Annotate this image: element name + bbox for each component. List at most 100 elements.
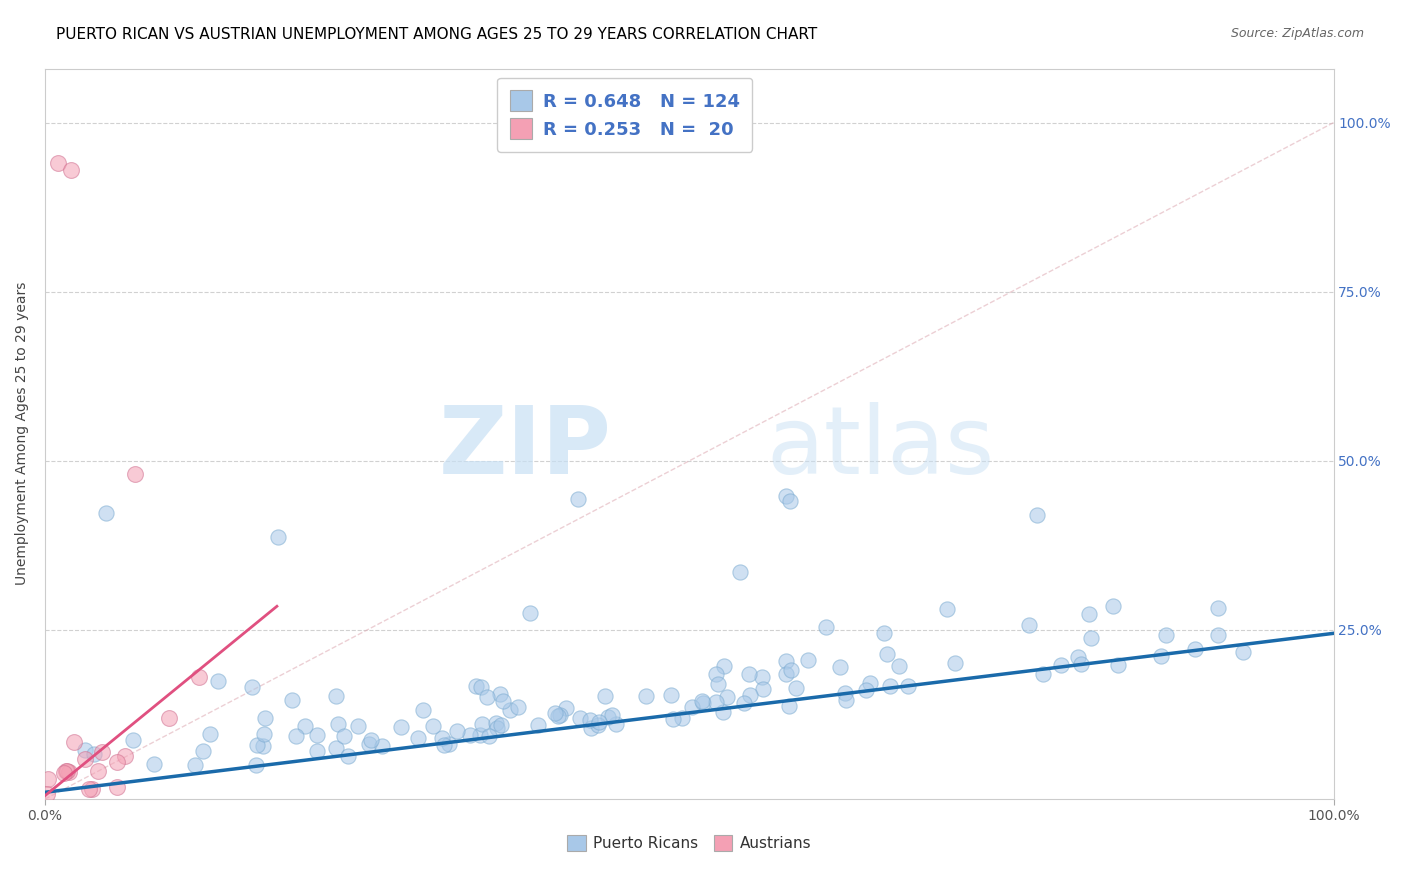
Point [704,666,727,681]
Text: PUERTO RICAN VS AUSTRIAN UNEMPLOYMENT AMONG AGES 25 TO 29 YEARS CORRELATION CHAR: PUERTO RICAN VS AUSTRIAN UNEMPLOYMENT AM… [56,27,817,42]
Point [73,743,96,757]
Point [433,738,456,752]
Point [305,744,328,758]
Point [52,766,75,780]
Point [543,706,565,720]
Point [446,724,468,739]
Point [873,626,896,640]
Point [797,652,820,666]
Point [593,689,616,703]
Point [1049,657,1071,672]
Point [1208,628,1230,642]
Point [1067,650,1090,665]
Point [780,663,803,677]
Y-axis label: Unemployment Among Ages 25 to 29 years: Unemployment Among Ages 25 to 29 years [15,282,30,585]
Point [1077,607,1099,621]
Point [422,719,444,733]
Point [579,713,602,727]
Point [325,740,347,755]
Point [547,708,569,723]
Point [184,758,207,772]
Point [357,737,380,751]
Point [266,530,288,544]
Point [634,689,657,703]
Point [105,755,128,769]
Point [785,681,807,696]
Point [105,780,128,794]
Point [828,660,851,674]
Point [124,467,146,482]
Text: atlas: atlas [766,402,995,494]
Point [73,752,96,766]
Point [389,720,412,734]
Point [778,699,800,714]
Point [567,492,589,507]
Point [1101,599,1123,613]
Point [775,655,797,669]
Point [738,689,761,703]
Point [83,747,105,762]
Point [815,620,838,634]
Point [254,711,277,725]
Point [56,764,79,778]
Point [294,719,316,733]
Point [37,772,59,786]
Point [59,163,82,178]
Point [889,658,911,673]
Point [46,156,69,170]
Point [588,714,610,729]
Point [143,757,166,772]
Point [281,693,304,707]
Point [600,708,623,723]
Point [58,764,80,779]
Point [333,729,356,743]
Point [485,721,508,735]
Point [62,735,84,749]
Point [859,676,882,690]
Point [245,757,267,772]
Text: ZIP: ZIP [439,402,612,494]
Point [437,737,460,751]
Point [305,727,328,741]
Point [704,695,727,709]
Point [240,680,263,694]
Point [555,701,578,715]
Point [475,690,498,704]
Point [55,764,77,778]
Point [207,673,229,688]
Point [1206,601,1229,615]
Point [491,717,513,731]
Point [1018,618,1040,632]
Point [779,494,801,508]
Point [775,490,797,504]
Point [1070,657,1092,672]
Point [432,731,454,745]
Point [692,696,714,710]
Point [77,782,100,797]
Point [579,721,602,735]
Point [1149,649,1171,664]
Point [519,606,541,620]
Point [548,708,571,723]
Point [468,729,491,743]
Point [662,712,685,726]
Point [80,781,103,796]
Point [713,658,735,673]
Point [193,744,215,758]
Point [681,700,703,714]
Point [492,694,515,708]
Point [1154,628,1177,642]
Point [187,670,209,684]
Point [716,690,738,704]
Point [253,727,276,741]
Point [477,729,499,743]
Point [121,733,143,747]
Legend: R = 0.648   N = 124, R = 0.253   N =  20: R = 0.648 N = 124, R = 0.253 N = 20 [498,78,752,152]
Point [406,731,429,745]
Point [1184,641,1206,656]
Point [738,666,761,681]
Point [346,719,368,733]
Point [879,679,901,693]
Point [91,745,114,759]
Point [751,681,773,696]
